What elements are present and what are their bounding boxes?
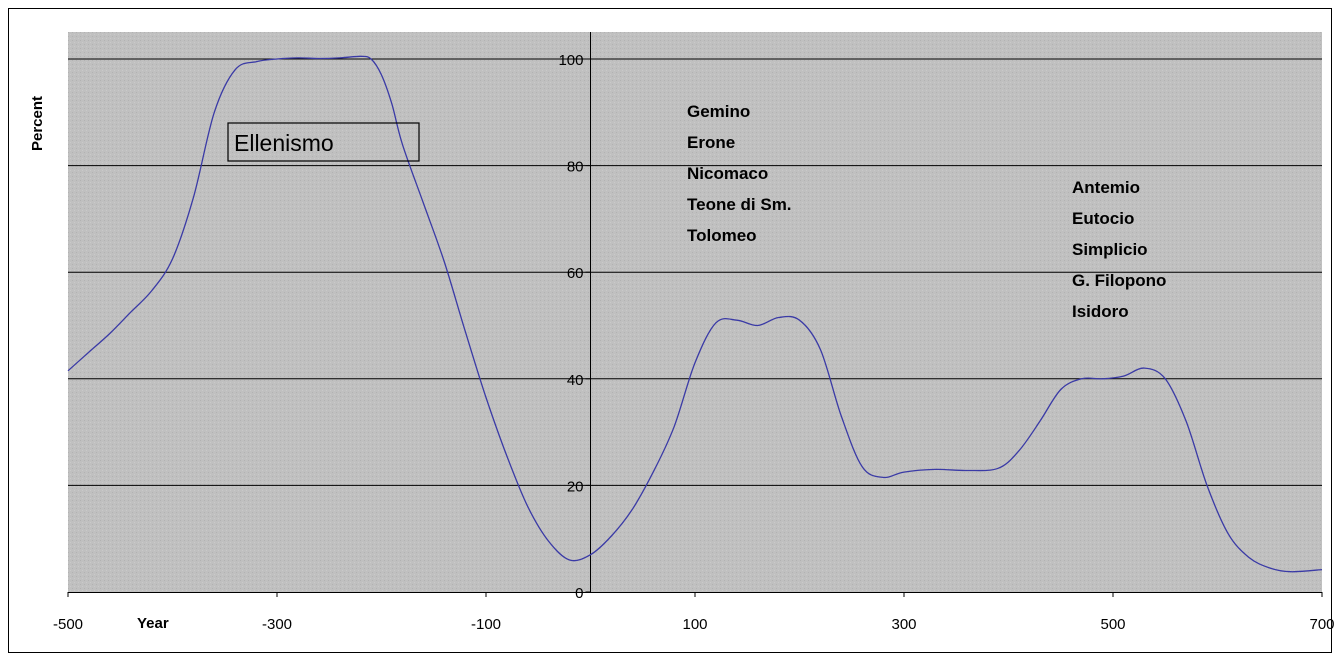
annotation-name: Erone	[687, 133, 735, 152]
annotation-name: Tolomeo	[687, 226, 757, 245]
series-line	[67, 55, 1323, 573]
annotation-name: Isidoro	[1072, 302, 1129, 321]
x-tick-label: -100	[471, 616, 501, 633]
y-tick-label: 40	[567, 372, 584, 389]
x-axis-label: Year	[137, 615, 169, 632]
x-tick-label: 500	[1100, 616, 1125, 633]
annotation-name: Nicomaco	[687, 164, 768, 183]
y-ticks: 0 20 40 60 80 100	[558, 52, 591, 602]
annotation-name: Eutocio	[1072, 209, 1134, 228]
ellenismo-box	[227, 122, 420, 162]
y-tick-label: 100	[558, 52, 583, 69]
y-tick-label: 20	[567, 478, 584, 495]
annotation-group-2: Antemio Eutocio Simplicio G. Filopono Isidor…	[1072, 178, 1166, 321]
y-tick-label: 60	[567, 265, 584, 282]
annotation-group-1: Gemino Erone Nicomaco Teone di Sm. Tolomeo	[687, 102, 792, 245]
x-ticks: -500 -300 -100 100 300 500 700	[53, 592, 1335, 633]
y-axis-label: Percent	[29, 96, 46, 151]
x-tick-label: 700	[1309, 616, 1334, 633]
x-tick-label: 300	[891, 616, 916, 633]
annotation-name: Teone di Sm.	[687, 195, 792, 214]
y-tick-label: 80	[567, 159, 584, 176]
annotation-name: Gemino	[687, 102, 750, 121]
annotation-name: G. Filopono	[1072, 271, 1166, 290]
ellenismo-label: Ellenismo	[234, 130, 334, 156]
y-tick-label: 0	[575, 585, 583, 602]
x-tick-label: 100	[682, 616, 707, 633]
plot-area	[68, 32, 1322, 592]
annotation-name: Simplicio	[1072, 240, 1148, 259]
x-tick-label: -500	[53, 616, 83, 633]
x-tick-label: -300	[262, 616, 292, 633]
annotation-name: Antemio	[1072, 178, 1140, 197]
